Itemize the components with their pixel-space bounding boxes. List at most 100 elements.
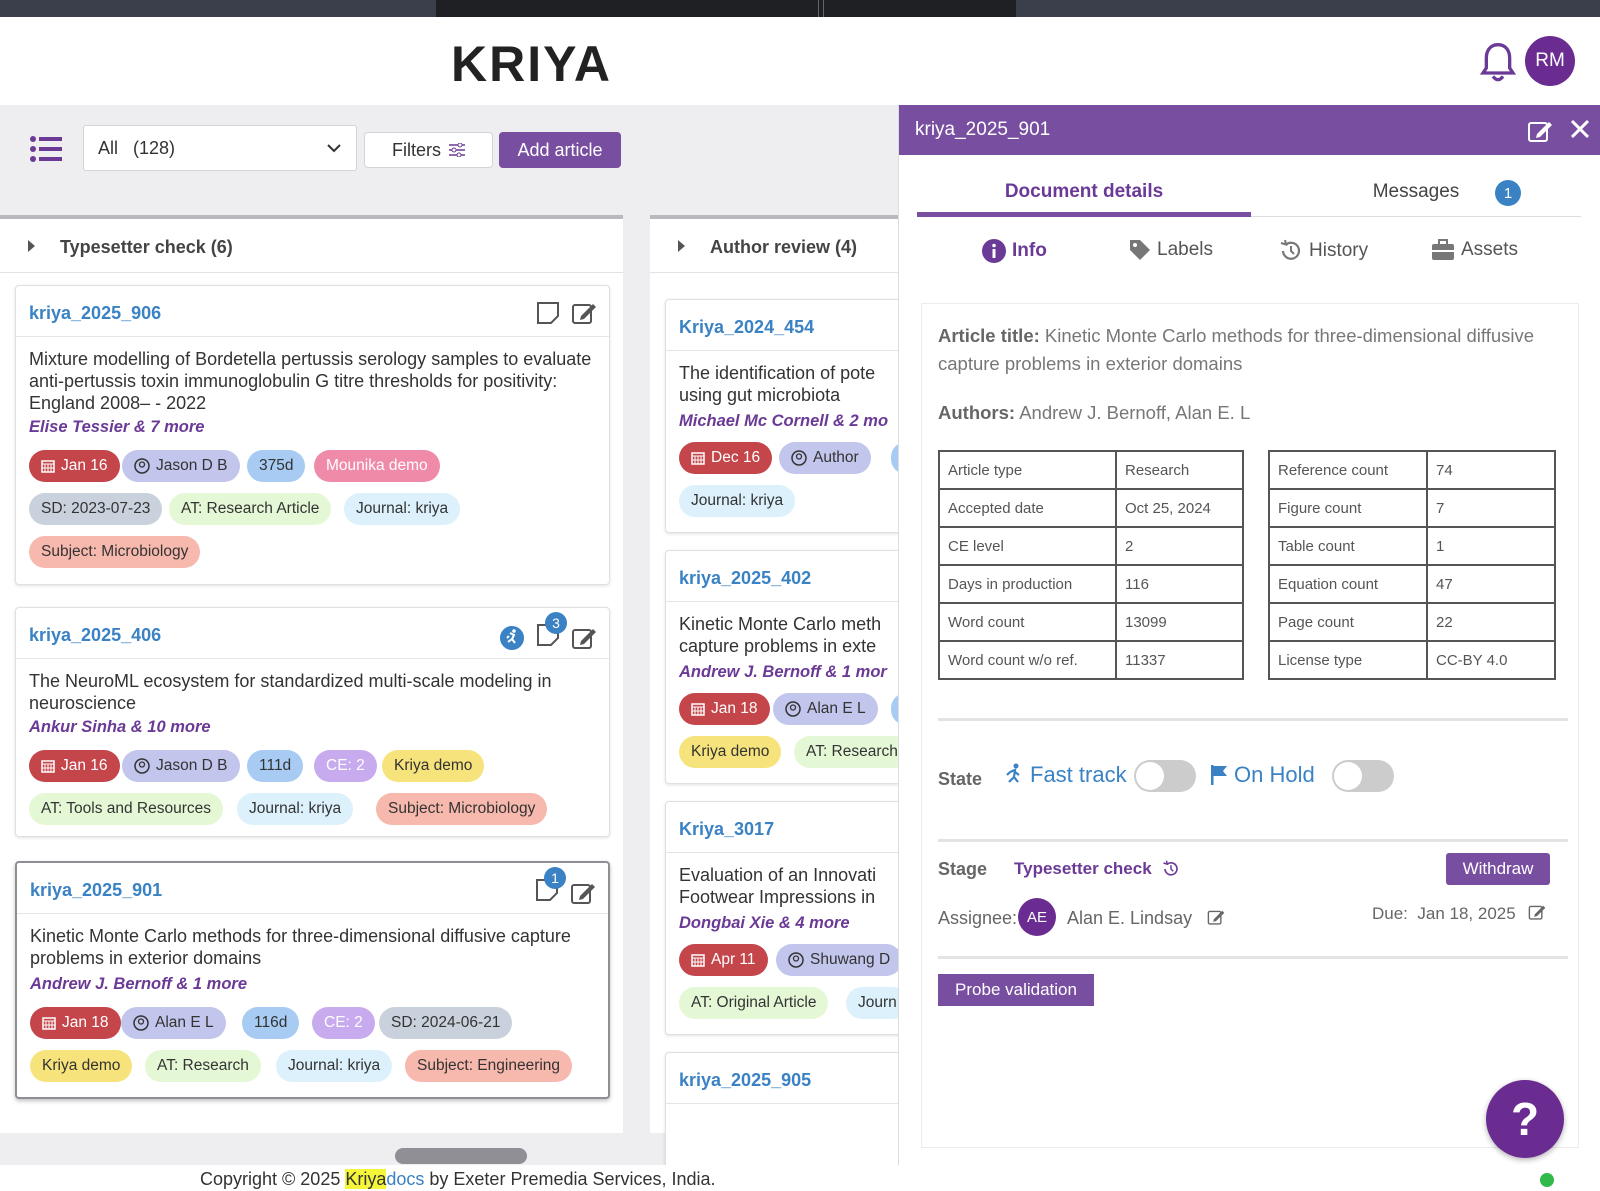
article-card-selected[interactable]: kriya_2025_901 1 Kinetic Monte Carlo met… [15, 861, 610, 1099]
assignee-chip: Alan E L [773, 693, 878, 725]
table-row: CE level 2 [938, 526, 1244, 566]
kanban-board: All (128) Filters Add article Typesetter… [0, 105, 900, 1165]
article-card[interactable]: kriya_2025_905 [665, 1052, 900, 1165]
column-header[interactable]: Typesetter check (6) [0, 219, 623, 273]
metadata-table-left: Article type Research Accepted date Oct 25… [938, 450, 1244, 680]
app-logo: KRIYA [451, 36, 612, 92]
article-card[interactable]: Kriya_3017 Evaluation of an Innovati Foot… [665, 801, 900, 1035]
calendar-icon [41, 460, 55, 473]
due-date-chip: Jan 18 [30, 1007, 121, 1039]
user-avatar[interactable]: RM [1525, 36, 1575, 86]
list-view-icon[interactable] [30, 135, 62, 163]
subtab-info[interactable]: Info [982, 239, 1047, 263]
note-icon[interactable] [535, 300, 561, 326]
edit-due-date-icon[interactable] [1528, 903, 1546, 921]
fast-track-toggle[interactable] [1134, 760, 1196, 792]
article-id-link[interactable]: kriya_2025_406 [29, 625, 162, 645]
article-id-link[interactable]: kriya_2025_402 [679, 568, 812, 588]
days-chip [891, 693, 900, 725]
label-chip: Kriya demo [30, 1050, 133, 1082]
assignee-chip: Jason D B [122, 450, 240, 482]
probe-validation-button[interactable]: Probe validation [938, 974, 1094, 1006]
copyright-text: Copyright © 2025 Kriyadocs by Exeter Pre… [200, 1169, 716, 1189]
article-card[interactable]: kriya_2025_906 Mixture modelling of Bord… [15, 285, 610, 585]
info-subtabs: Info Labels History Assets [917, 233, 1581, 273]
article-id-link[interactable]: kriya_2025_905 [679, 1070, 812, 1090]
assignee-name: Alan E. Lindsay [1067, 908, 1225, 929]
filters-button[interactable]: Filters [364, 132, 493, 168]
article-id-link[interactable]: Kriya_3017 [679, 819, 775, 839]
article-title: Kinetic Monte Carlo methods for three-di… [30, 926, 571, 968]
expand-triangle-icon[interactable] [678, 240, 685, 252]
horizontal-scrollbar[interactable] [395, 1148, 527, 1164]
edit-assignee-icon[interactable] [1207, 908, 1225, 926]
bell-icon[interactable] [1478, 41, 1518, 85]
article-id-link[interactable]: Kriya_2024_454 [679, 317, 815, 337]
user-circle-icon [788, 952, 804, 968]
column-author-review: Author review (4) Kriya_2024_454 The ide… [650, 215, 900, 1165]
assignee-label: Assignee: [938, 908, 1018, 928]
document-details-panel: kriya_2025_901 Document details Messages… [898, 105, 1600, 1165]
stage-label: Stage [938, 859, 988, 879]
article-title: The identification of pote using gut micr… [679, 363, 876, 405]
fast-track-label: Fast track [1004, 762, 1127, 788]
help-button[interactable]: ? [1486, 1080, 1564, 1158]
subtab-assets[interactable]: Assets [1431, 239, 1518, 261]
column-header[interactable]: Author review (4) [650, 219, 900, 273]
tab-messages[interactable]: Messages 1 [1251, 165, 1581, 217]
subtab-history[interactable]: History [1279, 239, 1368, 263]
briefcase-icon [1432, 239, 1454, 260]
article-title: Evaluation of an Innovati Footwear Impres… [679, 865, 877, 907]
journal-chip: Journal: kriya [237, 793, 354, 825]
view-select[interactable]: All (128) [83, 125, 357, 171]
close-icon[interactable] [1569, 118, 1591, 140]
calendar-icon [691, 703, 705, 716]
days-chip: 116d [242, 1007, 300, 1039]
view-select-value: All [98, 138, 119, 158]
flag-icon [1211, 765, 1227, 785]
table-row: License type CC-BY 4.0 [1268, 640, 1556, 680]
label-chip: Kriya demo [679, 736, 782, 768]
article-title-field: Article title: Kinetic Monte Carlo metho… [938, 325, 1535, 374]
calendar-icon [41, 760, 55, 773]
user-circle-icon [133, 1015, 149, 1031]
expand-triangle-icon[interactable] [28, 240, 35, 252]
article-authors: Michael Mc Cornell & 2 mo [679, 412, 889, 430]
edit-icon[interactable] [571, 625, 597, 651]
article-type-chip: AT: Research Article [169, 493, 332, 525]
tab-document-details[interactable]: Document details [917, 165, 1251, 217]
article-authors: Ankur Sinha & 10 more [29, 718, 211, 736]
assignee-chip: Shuwang D [776, 944, 900, 976]
add-article-button[interactable]: Add article [499, 132, 621, 168]
ce-chip: CE: 2 [314, 750, 377, 782]
notes-count-badge: 3 [545, 612, 567, 634]
article-id-link[interactable]: kriya_2025_906 [29, 303, 162, 323]
edit-icon[interactable] [571, 300, 597, 326]
calendar-icon [42, 1017, 56, 1030]
edit-icon[interactable] [570, 880, 596, 906]
due-date-chip: Apr 11 [679, 944, 768, 976]
article-card[interactable]: Kriya_2024_454 The identification of pot… [665, 299, 900, 533]
subtab-labels[interactable]: Labels [1129, 239, 1213, 261]
article-title: Kinetic Monte Carlo meth capture problems… [679, 614, 882, 656]
user-circle-icon [134, 458, 150, 474]
article-authors: Dongbai Xie & 4 more [679, 914, 850, 932]
on-hold-label: On Hold [1210, 762, 1315, 788]
history-icon[interactable] [1162, 860, 1180, 878]
withdraw-button[interactable]: Withdraw [1446, 853, 1550, 885]
chevron-down-icon [327, 144, 341, 153]
filters-label: Filters [392, 139, 441, 160]
panel-tabs: Document details Messages 1 [917, 165, 1581, 217]
on-hold-toggle[interactable] [1332, 760, 1394, 792]
article-authors: Andrew J. Bernoff & 1 mor [679, 663, 887, 681]
article-type-chip: AT: Research [794, 736, 900, 768]
assignee-chip: Alan E L [121, 1007, 226, 1039]
article-id-link[interactable]: kriya_2025_901 [30, 880, 163, 900]
calendar-icon [691, 452, 705, 465]
edit-icon[interactable] [1527, 118, 1553, 144]
authors-field: Authors: Andrew J. Bernoff, Alan E. L [938, 402, 1251, 423]
article-card[interactable]: kriya_2025_406 3 The NeuroML ecosystem f… [15, 607, 610, 837]
subject-chip: Subject: Microbiology [29, 536, 201, 568]
article-card[interactable]: kriya_2025_402 Kinetic Monte Carlo meth c… [665, 550, 900, 784]
user-circle-icon [785, 701, 801, 717]
